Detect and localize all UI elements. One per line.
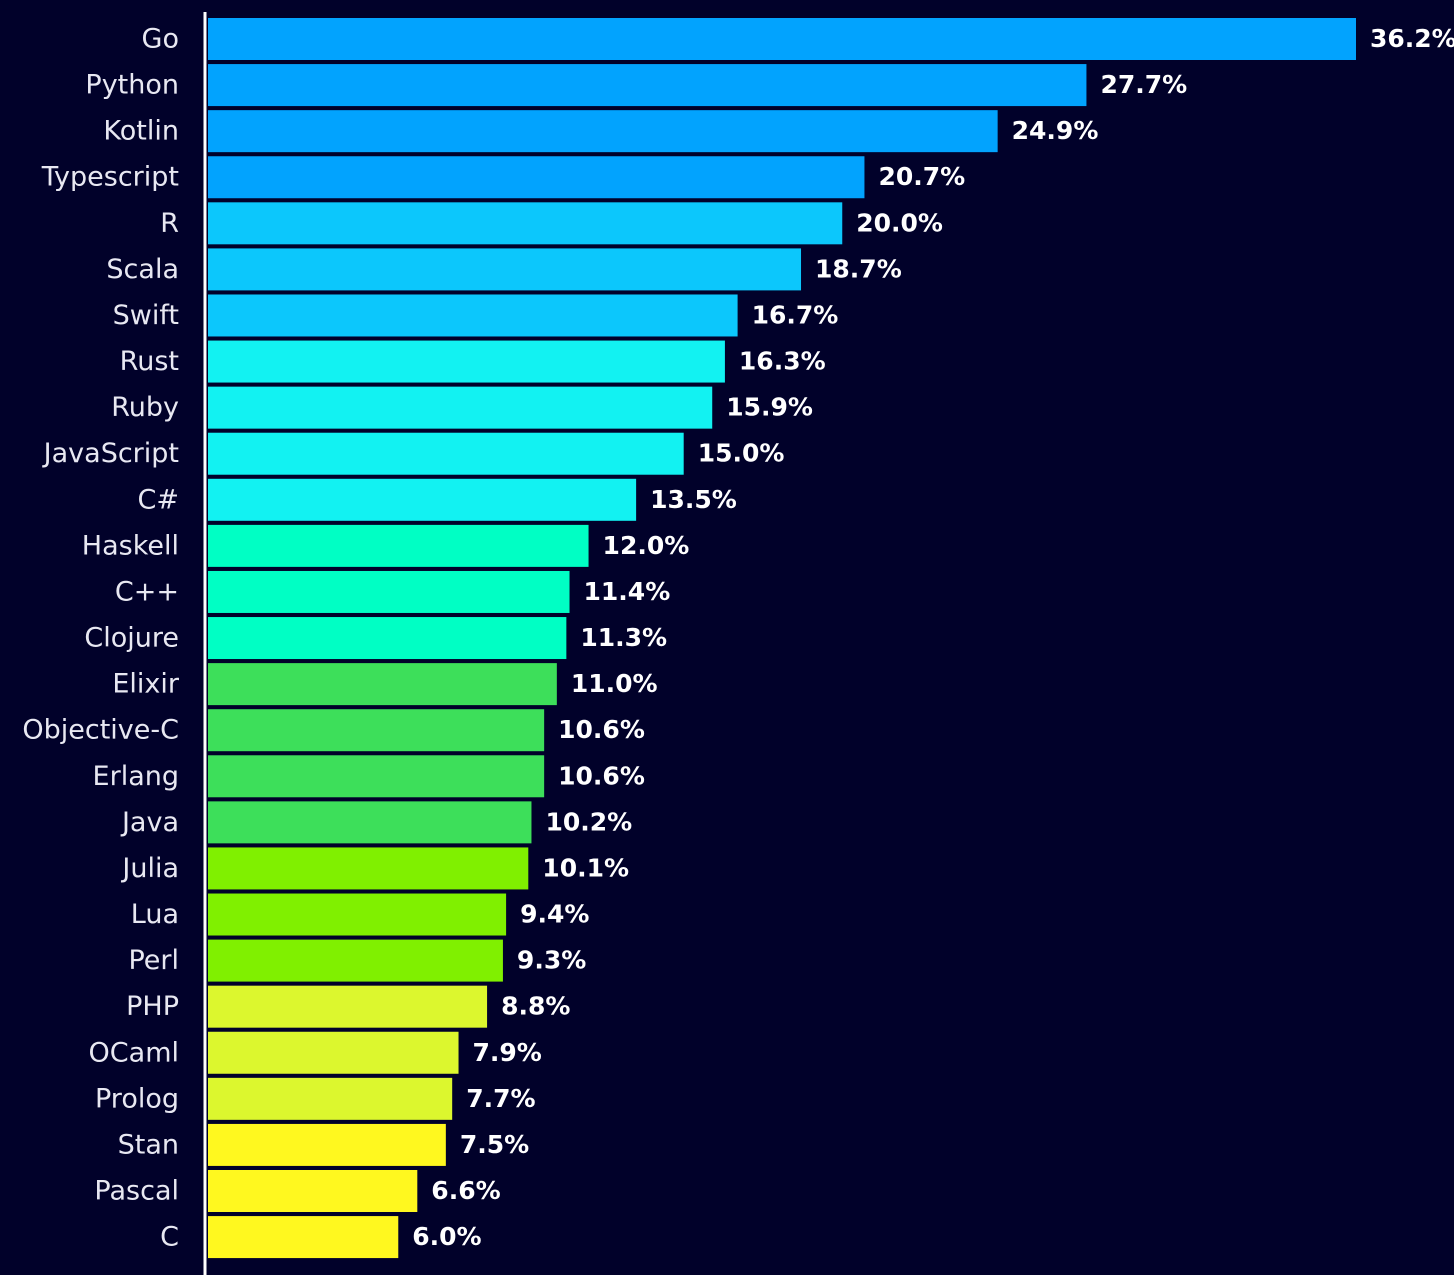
value-label: 12.0% [603, 531, 690, 560]
bar [208, 1170, 418, 1212]
bar [208, 985, 488, 1028]
category-label: C# [138, 484, 179, 515]
bar [208, 1216, 399, 1259]
bar [208, 248, 802, 291]
value-label: 11.4% [584, 577, 671, 606]
bar [208, 432, 684, 475]
category-label: Lua [131, 899, 179, 930]
value-label: 27.7% [1100, 70, 1187, 99]
value-label: 10.2% [545, 807, 632, 836]
value-label: 6.0% [412, 1222, 481, 1251]
bar [208, 478, 637, 521]
value-label: 6.6% [431, 1176, 500, 1205]
category-label: Haskell [82, 530, 179, 561]
value-label: 16.3% [739, 347, 826, 376]
value-label: 20.7% [878, 162, 965, 191]
category-label: JavaScript [42, 438, 179, 469]
value-label: 9.4% [520, 900, 589, 929]
value-label: 10.6% [558, 715, 645, 744]
value-label: 16.7% [752, 300, 839, 329]
bar [208, 340, 725, 383]
bar [208, 663, 557, 706]
bar [208, 847, 529, 890]
bar [208, 1031, 459, 1074]
category-label: OCaml [89, 1037, 179, 1068]
value-label: 8.8% [501, 992, 570, 1021]
category-label: Rust [120, 346, 179, 377]
bar [208, 1123, 446, 1166]
value-label: 15.0% [698, 439, 785, 468]
category-label: Kotlin [103, 116, 179, 147]
category-label: PHP [126, 991, 179, 1022]
value-label: 36.2% [1370, 24, 1454, 53]
category-label: C++ [115, 576, 179, 607]
bar [208, 386, 713, 429]
value-label: 10.6% [558, 761, 645, 790]
category-label: Perl [128, 945, 179, 976]
value-label: 7.9% [473, 1038, 542, 1067]
category-label: R [160, 208, 179, 239]
bar [208, 1077, 453, 1120]
category-label: Scala [106, 254, 179, 285]
plot: Go 36.2% Python 27.7% Kotlin 24.9% Typescript 2… [22, 18, 1454, 1259]
value-label: 15.9% [726, 393, 813, 422]
bar [208, 202, 843, 245]
category-label: Go [142, 24, 179, 55]
value-label: 24.9% [1012, 116, 1099, 145]
bar [208, 110, 998, 153]
category-label: Julia [120, 853, 179, 884]
bar [208, 709, 545, 752]
bar [208, 294, 738, 337]
category-label: Objective-C [22, 715, 179, 746]
category-label: Clojure [84, 623, 179, 654]
category-label: Stan [118, 1129, 179, 1160]
value-label: 20.0% [856, 208, 943, 237]
bar [208, 570, 570, 613]
category-label: Erlang [93, 761, 179, 792]
bar [208, 64, 1087, 107]
bar [208, 801, 532, 844]
bar [208, 156, 865, 199]
value-label: 11.0% [571, 669, 658, 698]
category-label: Ruby [111, 392, 179, 423]
bar [208, 617, 567, 660]
bar [208, 893, 507, 936]
value-label: 11.3% [580, 623, 667, 652]
category-label: Typescript [41, 162, 179, 193]
value-label: 18.7% [815, 254, 902, 283]
value-label: 9.3% [517, 946, 586, 975]
category-label: Elixir [112, 669, 180, 700]
category-label: Swift [113, 300, 179, 331]
category-label: Java [120, 807, 179, 838]
bar [208, 18, 1356, 60]
category-label: Python [85, 70, 179, 101]
category-label: Pascal [94, 1176, 179, 1207]
value-label: 13.5% [650, 485, 737, 514]
value-label: 7.5% [460, 1130, 529, 1159]
category-label: Prolog [95, 1083, 179, 1114]
category-label: C [160, 1222, 179, 1253]
value-label: 10.1% [542, 853, 629, 882]
bar [208, 755, 545, 798]
bar [208, 939, 503, 982]
value-label: 7.7% [466, 1084, 535, 1113]
bar [208, 524, 589, 567]
